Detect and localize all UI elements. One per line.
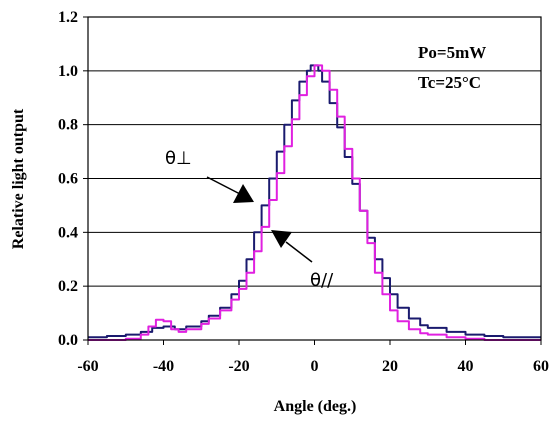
x-tick-label: -20	[228, 358, 249, 375]
series-line-1	[88, 64, 541, 341]
power-annotation: Po=5mW	[418, 43, 486, 62]
series-line-0	[88, 64, 541, 339]
x-tick-label: 0	[311, 358, 319, 375]
y-tick-label: 0.8	[58, 117, 78, 134]
x-tick-label: -60	[77, 358, 98, 375]
x-tick-label: 40	[458, 358, 474, 375]
y-tick-label: 1.0	[58, 63, 78, 80]
x-axis-title: Angle (deg.)	[274, 398, 357, 415]
theta-perpendicular-label: θ⊥	[165, 148, 192, 169]
y-tick-label: 0.4	[58, 224, 78, 241]
y-tick-label: 0.0	[58, 332, 78, 349]
y-tick-label: 0.6	[58, 171, 78, 188]
data-series	[88, 64, 541, 341]
y-tick-label: 0.2	[58, 278, 78, 295]
arrow-parallel	[271, 230, 313, 263]
axis-ticks: 0.0 0.2 0.4 0.6 0.8 1.0 1.2 -60 -40 -20 0 20 40 60	[58, 9, 549, 375]
theta-parallel-label: θ//	[310, 270, 334, 291]
y-axis-title: Relative light output	[10, 108, 27, 249]
arrow-perpendicular	[206, 176, 254, 203]
x-tick-label: 60	[533, 358, 549, 375]
y-tick-label: 1.2	[58, 9, 78, 26]
x-tick-label: -40	[153, 358, 174, 375]
temperature-annotation: Tc=25°C	[418, 73, 481, 92]
x-tick-label: 20	[382, 358, 398, 375]
